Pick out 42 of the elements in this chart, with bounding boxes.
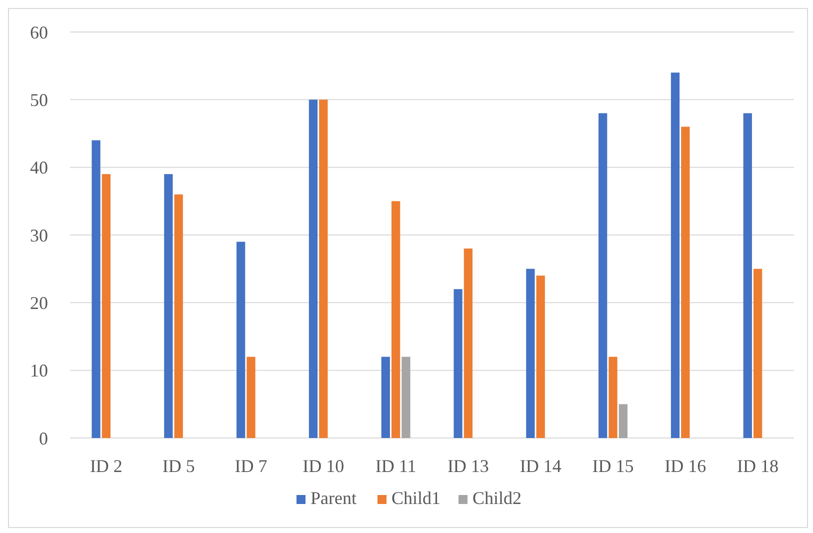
legend-label: Child1 <box>392 488 441 508</box>
bar <box>308 100 318 438</box>
bar <box>236 242 246 438</box>
x-tick-label: ID 15 <box>592 456 634 476</box>
x-tick-label: ID 16 <box>664 456 706 476</box>
x-tick-label: ID 10 <box>302 456 344 476</box>
y-tick-label: 0 <box>39 428 48 448</box>
bar <box>454 289 462 438</box>
bar <box>670 72 680 438</box>
bar <box>102 174 111 438</box>
bar <box>526 268 535 438</box>
x-tick-label: ID 7 <box>234 456 268 476</box>
bar <box>681 126 690 438</box>
bar <box>319 100 328 438</box>
bar <box>402 356 410 438</box>
bar <box>753 268 762 438</box>
bar <box>608 356 618 438</box>
y-tick-label: 10 <box>30 360 48 381</box>
bar <box>536 276 545 438</box>
y-tick-label: 40 <box>30 158 48 178</box>
bar <box>391 201 400 438</box>
x-tick-label: ID 14 <box>520 456 562 476</box>
bar <box>246 356 256 438</box>
bar <box>174 194 183 438</box>
y-tick-label: 60 <box>30 22 48 42</box>
x-tick-label: ID 18 <box>737 456 779 476</box>
y-tick-label: 30 <box>30 225 48 246</box>
legend-label: Child2 <box>472 488 522 508</box>
x-tick-label: ID 11 <box>375 456 416 476</box>
x-tick-label: ID 2 <box>90 456 122 476</box>
bar <box>92 140 100 438</box>
bar <box>464 248 473 438</box>
x-tick-label: ID 13 <box>447 456 489 476</box>
x-tick-label: ID 5 <box>162 456 195 476</box>
y-tick-label: 50 <box>30 90 48 110</box>
legend-label: Parent <box>310 488 356 508</box>
bar <box>381 356 390 438</box>
bar <box>164 174 173 438</box>
y-tick-label: 20 <box>30 292 48 313</box>
bar <box>598 113 608 438</box>
bar <box>743 113 752 438</box>
bar <box>618 404 628 438</box>
